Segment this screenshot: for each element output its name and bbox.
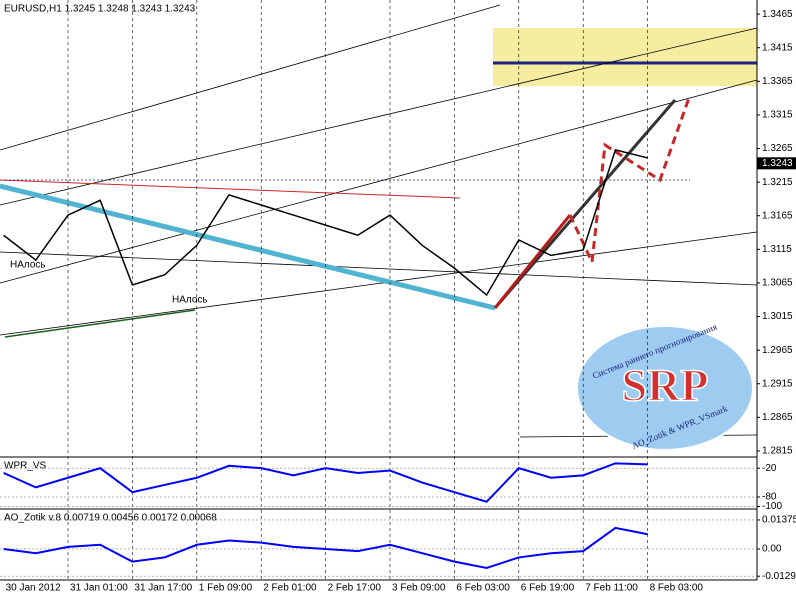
x-tick-label: 31 Jan 01:00 — [70, 583, 128, 594]
trend-line — [0, 179, 461, 199]
y-tick-label: 1.3165 — [762, 210, 793, 221]
trend-line — [493, 99, 677, 309]
trend-line — [0, 183, 496, 311]
x-tick-label: 6 Feb 03:00 — [456, 583, 510, 594]
x-tick-label: 7 Feb 11:00 — [585, 583, 638, 594]
y-tick-label: -80 — [762, 492, 777, 503]
y-tick-label: 1.3415 — [762, 42, 793, 53]
indicator-title: WPR_VS — [4, 461, 47, 472]
y-tick-label: 1.2965 — [762, 345, 793, 356]
y-tick-label: -0.0129 — [762, 571, 796, 582]
y-tick-label: 0.00 — [762, 544, 782, 555]
series-line — [3, 148, 648, 297]
trend-line — [0, 4, 501, 151]
series-line — [3, 462, 648, 503]
y-tick-label: 1.3115 — [762, 244, 792, 255]
y-tick-label: -100 — [762, 501, 782, 512]
x-tick-label: 3 Feb 09:00 — [392, 583, 446, 594]
annotation: НАлось — [172, 295, 208, 306]
y-tick-label: 1.3015 — [762, 311, 793, 322]
logo-badge — [576, 325, 754, 451]
trend-line — [4, 309, 196, 338]
y-tick-label: 0.01375 — [762, 515, 796, 526]
y-tick-label: 1.3315 — [762, 110, 793, 121]
trend-line — [0, 27, 758, 206]
y-tick-label: 1.3365 — [762, 76, 793, 87]
trend-line — [0, 231, 758, 336]
zone — [493, 28, 757, 86]
x-tick-label: 1 Feb 09:00 — [199, 583, 253, 594]
y-tick-label: 1.2915 — [762, 378, 793, 389]
forecast — [568, 94, 692, 268]
trend-line — [493, 214, 572, 309]
y-tick-label: 1.2815 — [762, 446, 793, 457]
logo-title: SRP — [622, 360, 709, 411]
x-tick-label: 6 Feb 19:00 — [521, 583, 575, 594]
annotation: НАлось — [10, 260, 46, 271]
x-tick-label: 2 Feb 01:00 — [263, 583, 317, 594]
x-tick-label: 2 Feb 17:00 — [328, 583, 382, 594]
current-price-label: 1.3243 — [762, 158, 793, 169]
indicator-title: AO_Zotik v.8 0.00719 0.00456 0.00172 0.0… — [4, 513, 217, 524]
x-tick-label: 31 Jan 17:00 — [134, 583, 192, 594]
y-tick-label: 1.3065 — [762, 278, 793, 289]
y-tick-label: 1.2865 — [762, 412, 793, 423]
trend-line — [0, 251, 758, 286]
series-line — [3, 526, 648, 570]
chart-title: EURUSD,H1 1.3245 1.3248 1.3243 1.3243 — [4, 4, 196, 15]
y-tick-label: 1.3265 — [762, 143, 793, 154]
price-badge — [757, 157, 796, 170]
y-tick-label: 1.3465 — [762, 9, 793, 20]
y-tick-label: 1.3215 — [762, 177, 793, 188]
y-tick-label: -20 — [762, 463, 777, 474]
trend-line — [0, 79, 758, 284]
x-tick-label: 30 Jan 2012 — [6, 583, 61, 594]
x-tick-label: 8 Feb 03:00 — [650, 583, 704, 594]
